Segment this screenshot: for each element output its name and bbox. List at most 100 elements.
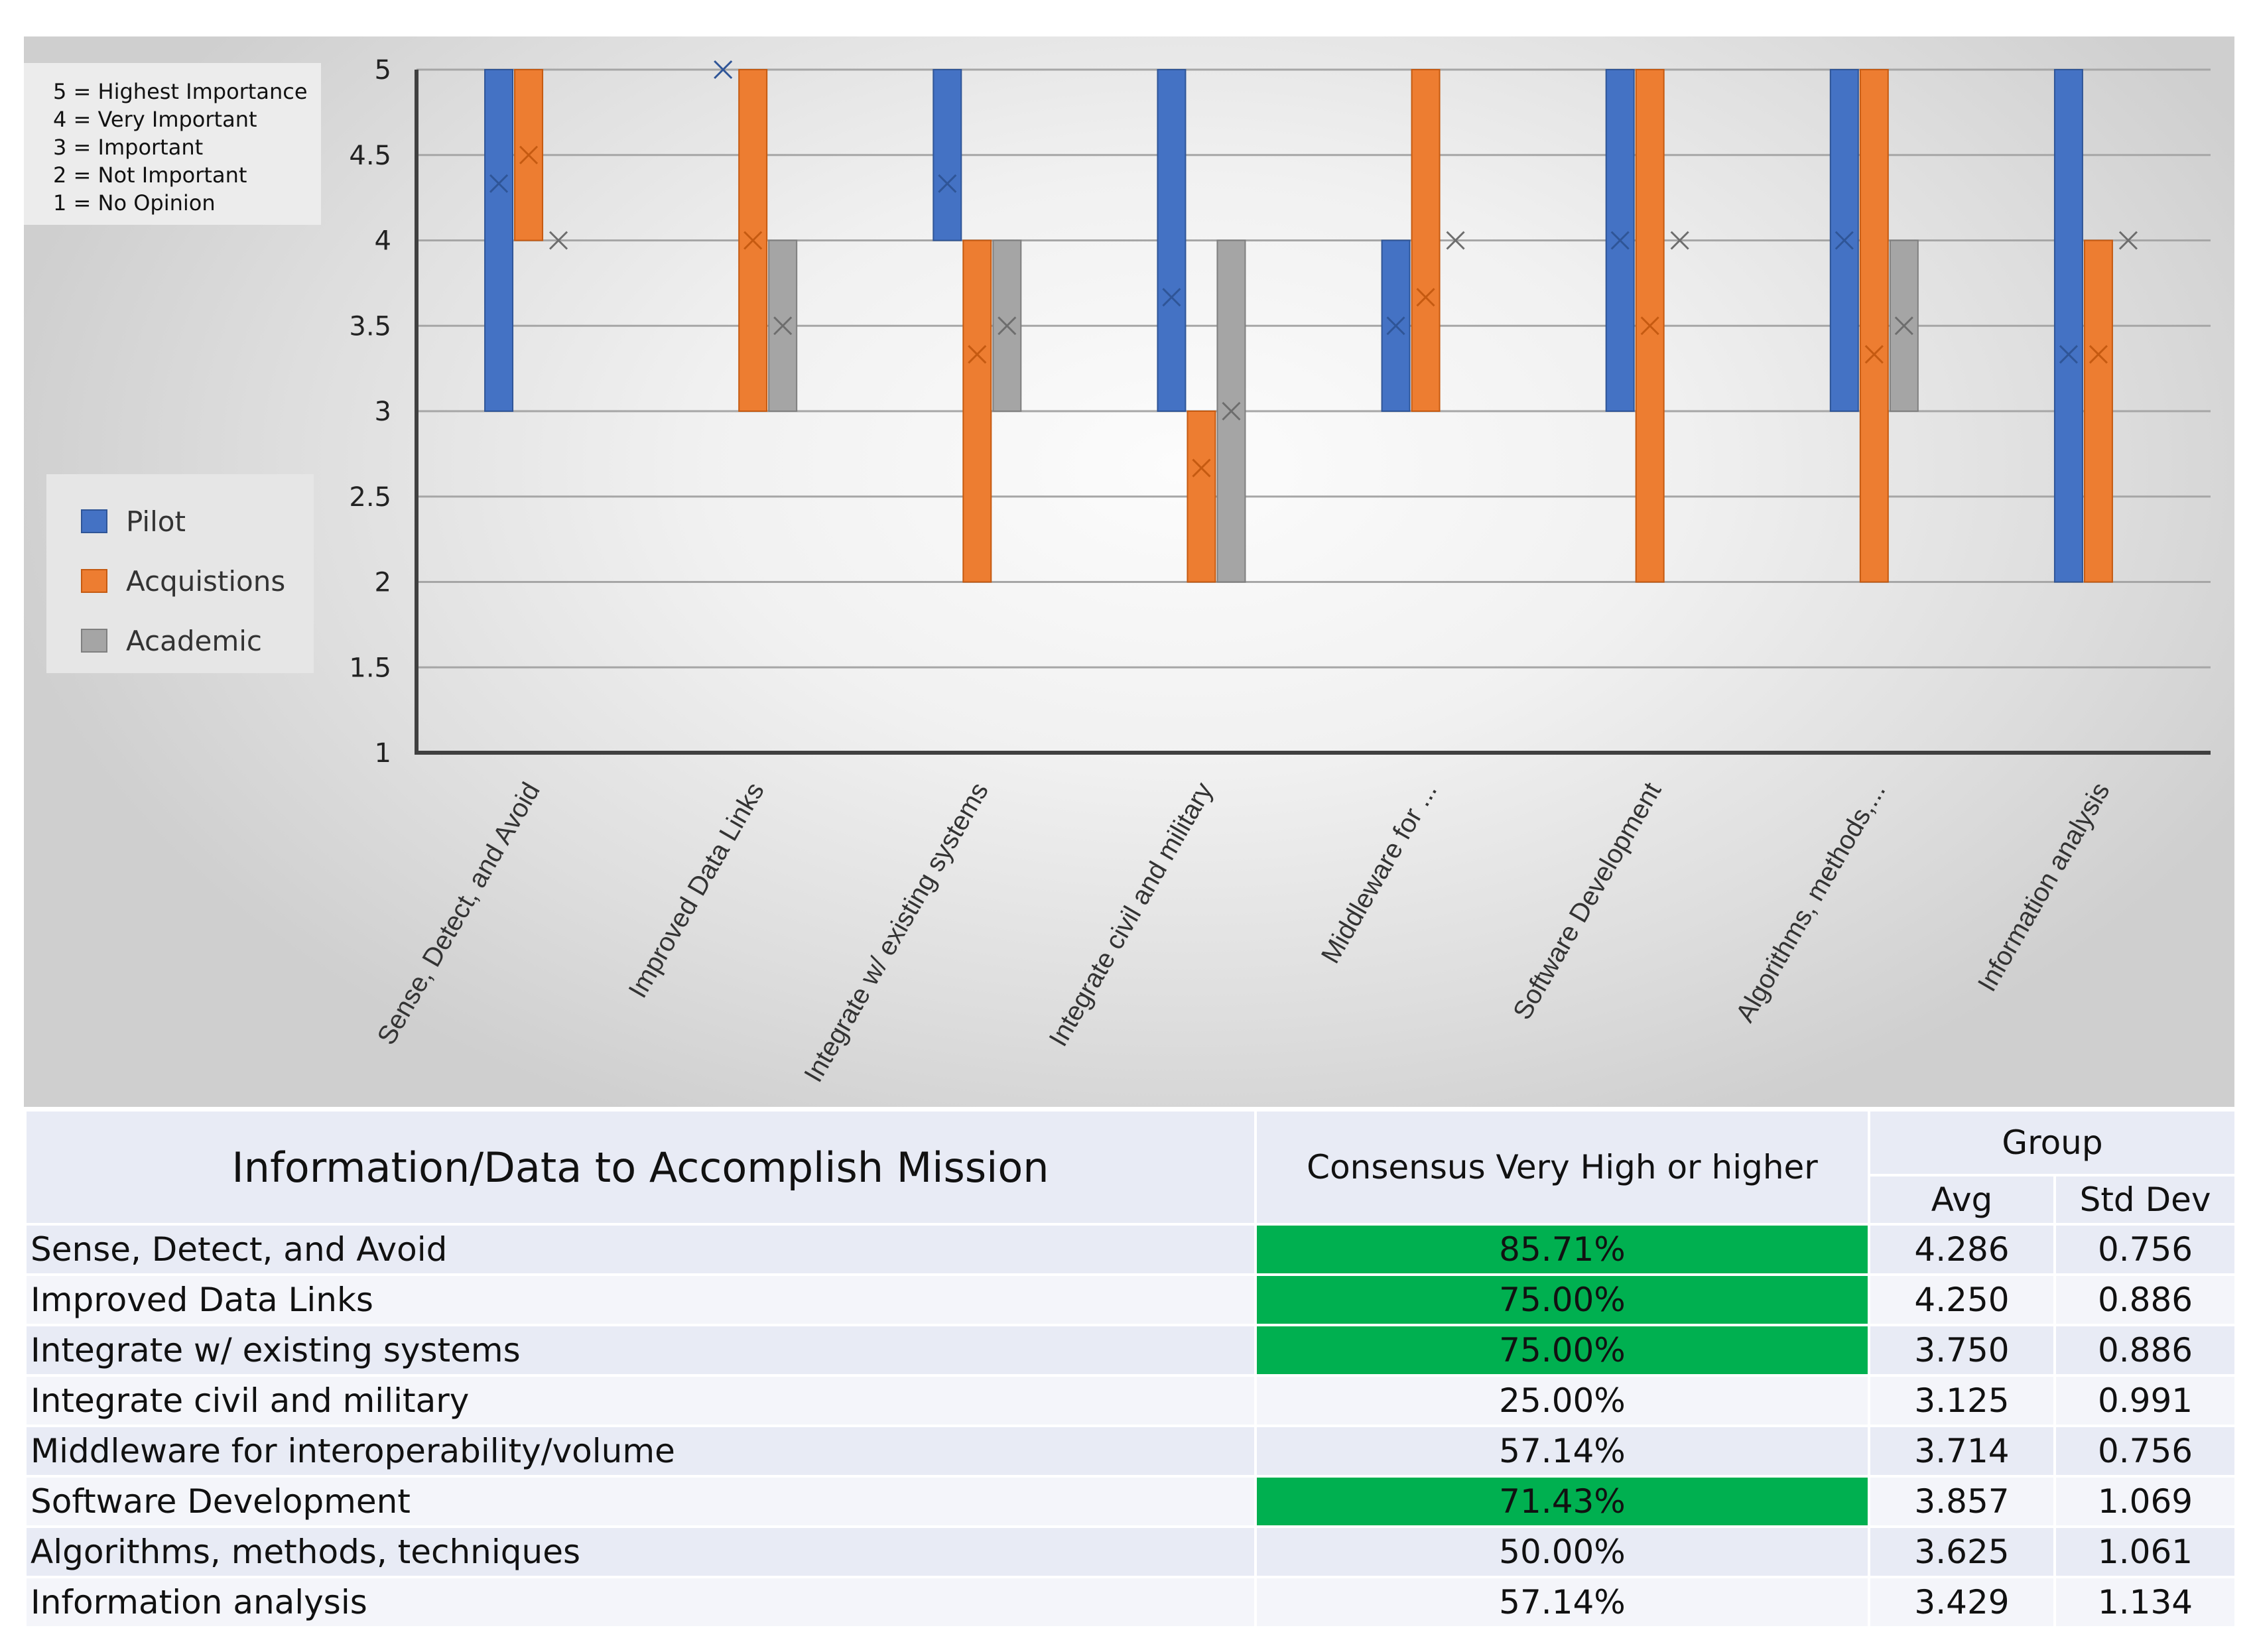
row-std: 0.756 [2053,1223,2238,1276]
x-category-label: Information analysis [1972,778,2116,997]
table-title: Information/Data to Accomplish Mission [24,1109,1257,1226]
scale-item: 2 = Not Important [53,162,247,188]
scale-item: 3 = Important [53,135,204,160]
row-avg: 3.857 [1868,1475,2056,1528]
row-std: 0.886 [2053,1324,2238,1377]
x-category-label: Middleware for ... [1316,778,1443,969]
y-tick-label: 2.5 [349,482,391,513]
row-std: 1.069 [2053,1475,2238,1528]
row-name: Algorithms, methods, techniques [24,1525,1257,1578]
legend-label: Acquistions [126,564,286,598]
legend-label: Pilot [126,505,186,538]
row-consensus: 71.43% [1254,1475,1870,1528]
y-tick-label: 3 [375,397,391,427]
row-avg: 3.125 [1868,1374,2056,1427]
bar-pilot-8 [2053,69,2083,583]
mean-marker-academic-7 [1894,316,1913,336]
bar-pilot-4 [1157,69,1187,412]
legend-swatch-pilot [81,509,107,533]
row-name: Integrate w/ existing systems [24,1324,1257,1377]
scale-item: 4 = Very Important [53,107,257,132]
legend-item-acquistions: Acquistions [46,551,314,611]
legend-swatch-academic [81,629,107,653]
x-category-label: Improved Data Links [623,778,770,1003]
table-row: Integrate w/ existing systems 75.00% 3.7… [24,1324,2238,1377]
row-std: 0.886 [2053,1273,2238,1326]
mean-markers [489,60,2138,477]
mean-marker-academic-5 [1446,231,1465,250]
row-std: 1.061 [2053,1525,2238,1578]
bar-acquistions-4 [1187,411,1216,583]
legend-swatch-acquistions [81,569,107,593]
bar-acquistions-8 [2083,239,2113,583]
std-dev-header: Std Dev [2053,1174,2238,1226]
summary-table: Information/Data to Accomplish Mission C… [24,1109,2238,1629]
row-std: 0.991 [2053,1374,2238,1427]
mean-marker-acquistions-3 [968,345,987,364]
bar-acquistions-5 [1411,69,1441,412]
table-row: Middleware for interoperability/volume 5… [24,1425,2238,1478]
row-name: Improved Data Links [24,1273,1257,1326]
mean-marker-academic-2 [773,316,793,336]
y-tick-label: 2 [375,568,391,598]
row-std: 1.134 [2053,1576,2238,1629]
bar-pilot-1 [484,69,514,412]
mean-marker-pilot-1 [489,174,509,193]
y-tick-label: 5 [375,55,391,86]
bars [484,69,2113,583]
legend-label: Academic [126,624,262,657]
mean-marker-acquistions-1 [519,145,539,164]
table-row: Sense, Detect, and Avoid 85.71% 4.286 0.… [24,1223,2238,1276]
mean-marker-acquistions-5 [1416,288,1435,307]
row-avg: 3.750 [1868,1324,2056,1377]
row-consensus: 57.14% [1254,1425,1870,1478]
row-std: 0.756 [2053,1425,2238,1478]
gridlines [417,68,2211,668]
row-name: Sense, Detect, and Avoid [24,1223,1257,1276]
axes [415,70,2211,755]
row-name: Middleware for interoperability/volume [24,1425,1257,1478]
mean-marker-academic-6 [1670,231,1689,250]
table-row: Integrate civil and military 25.00% 3.12… [24,1374,2238,1427]
legend-item-pilot: Pilot [46,491,314,551]
mean-marker-academic-3 [998,316,1017,336]
mean-marker-acquistions-4 [1192,458,1211,477]
importance-scale-legend: 5 = Highest Importance 4 = Very Importan… [24,63,321,225]
summary-table-wrapper: Information/Data to Accomplish Mission C… [24,1109,2238,1629]
mean-marker-acquistions-6 [1640,316,1659,336]
row-avg: 4.286 [1868,1223,2056,1276]
row-avg: 3.714 [1868,1425,2056,1478]
bar-pilot-3 [933,69,962,241]
mean-marker-pilot-4 [1162,288,1181,307]
legend-item-academic: Academic [46,611,314,670]
row-consensus: 85.71% [1254,1223,1870,1276]
table-row: Improved Data Links 75.00% 4.250 0.886 [24,1273,2238,1326]
row-consensus: 50.00% [1254,1525,1870,1578]
table-row: Information analysis 57.14% 3.429 1.134 [24,1576,2238,1629]
mean-marker-academic-8 [2118,231,2138,250]
consensus-header: Consensus Very High or higher [1254,1109,1870,1226]
bar-acquistions-7 [1859,69,1889,583]
series-legend: Pilot Acquistions Academic [46,474,314,673]
mean-marker-acquistions-8 [2089,345,2108,364]
y-tick-label: 4 [375,226,391,257]
mean-marker-academic-4 [1222,401,1241,421]
x-category-label: Integrate civil and military [1043,778,1218,1052]
mean-marker-academic-1 [549,231,568,250]
chart: 1 1.5 2 2.5 3 3.5 4 4.5 5 Sense, Detect, and Avo… [349,55,2211,1087]
y-tick-label: 4.5 [349,141,391,171]
y-axis-ticks: 1 1.5 2 2.5 3 3.5 4 4.5 5 [349,55,391,769]
mean-marker-pilot-5 [1386,316,1405,336]
y-tick-label: 1 [375,738,391,769]
scale-item: 1 = No Opinion [53,190,216,216]
row-avg: 4.250 [1868,1273,2056,1326]
scale-item: 5 = Highest Importance [53,79,308,104]
x-category-label: Algorithms, methods,... [1730,778,1892,1027]
bar-academic-3 [992,239,1022,412]
mean-marker-acquistions-7 [1864,345,1884,364]
row-name: Software Development [24,1475,1257,1528]
x-category-label: Sense, Detect, and Avoid [372,778,546,1050]
row-name: Integrate civil and military [24,1374,1257,1427]
mean-marker-pilot-6 [1610,231,1630,250]
row-avg: 3.625 [1868,1525,2056,1578]
